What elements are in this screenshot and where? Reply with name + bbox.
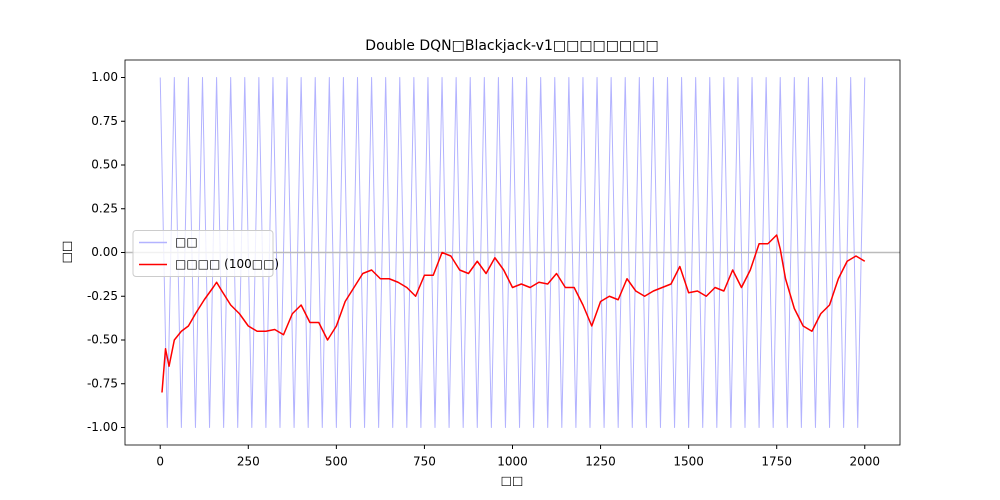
x-tick-label: 0	[156, 455, 164, 469]
y-tick-label: 0.50	[91, 158, 118, 172]
y-tick-label: 0.00	[91, 245, 118, 259]
x-tick-label: 2000	[849, 455, 880, 469]
y-tick-label: -0.75	[87, 376, 118, 390]
series-line	[161, 234, 866, 393]
x-tick-label: 500	[325, 455, 348, 469]
y-tick-label: -0.25	[87, 289, 118, 303]
series-line	[159, 77, 866, 428]
legend-label: □□□□ (100□□)	[175, 257, 279, 271]
y-tick-label: 1.00	[91, 70, 118, 84]
y-tick-label: 0.75	[91, 114, 118, 128]
y-axis-label: □□	[60, 241, 74, 264]
legend-label: □□	[175, 235, 198, 249]
plot-frame	[124, 59, 901, 446]
x-tick-label: 1500	[673, 455, 704, 469]
x-tick-label: 1250	[585, 455, 616, 469]
y-tick-label: 0.25	[91, 201, 118, 215]
x-tick-label: 250	[237, 455, 260, 469]
x-tick-label: 1750	[761, 455, 792, 469]
y-tick-label: -0.50	[87, 333, 118, 347]
x-tick-label: 750	[413, 455, 436, 469]
x-tick-label: 1000	[497, 455, 528, 469]
y-tick-label: -1.00	[87, 420, 118, 434]
chart-title: Double DQN□Blackjack-v1□□□□□□□□	[365, 38, 658, 54]
legend-box	[132, 230, 274, 277]
x-axis-label: □□	[501, 474, 524, 488]
